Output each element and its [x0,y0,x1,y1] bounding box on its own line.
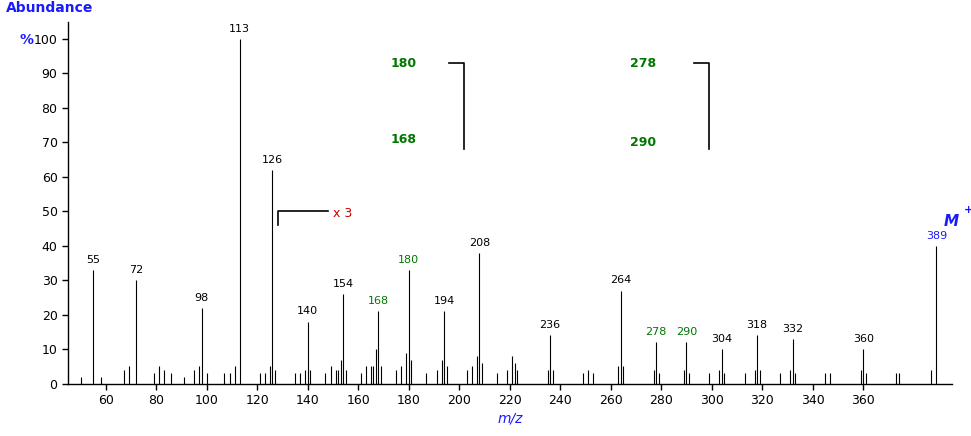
Text: 140: 140 [297,307,318,317]
Text: 304: 304 [712,334,732,344]
Text: 264: 264 [610,276,631,286]
Text: 389: 389 [925,231,947,241]
Text: 168: 168 [390,133,417,146]
Text: Abundance: Abundance [6,0,93,14]
Text: 318: 318 [747,320,768,330]
Text: %: % [19,33,33,47]
Text: 98: 98 [194,293,209,303]
Text: +: + [964,205,971,215]
Text: 180: 180 [398,255,419,265]
Text: x 3: x 3 [333,207,352,220]
Text: 278: 278 [646,327,667,337]
Text: 154: 154 [333,279,353,289]
Text: 290: 290 [676,327,697,337]
Text: 168: 168 [368,296,389,306]
X-axis label: m/z: m/z [497,411,522,425]
Text: 180: 180 [390,57,417,70]
Text: 55: 55 [86,255,100,265]
Text: 194: 194 [433,296,454,306]
Text: 126: 126 [262,155,283,165]
Text: 72: 72 [129,265,144,275]
Text: M: M [944,214,959,228]
Text: 290: 290 [630,136,656,149]
Text: 278: 278 [630,57,656,70]
Text: 332: 332 [782,324,803,334]
Text: 113: 113 [229,24,251,34]
Text: 208: 208 [469,238,490,248]
Text: 360: 360 [853,334,874,344]
Text: 236: 236 [540,320,560,330]
